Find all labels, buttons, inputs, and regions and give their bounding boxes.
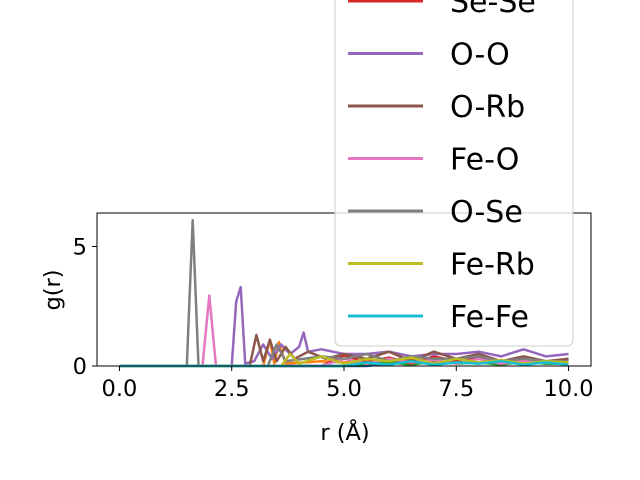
legend-label: O-O [450,38,510,73]
y-tick-label: 0 [73,354,87,380]
legend-label: Fe-Rb [450,248,535,283]
legend-label: Fe-O [450,143,519,178]
legend-label: O-Se [450,195,523,230]
x-tick-label: 0.0 [102,376,138,402]
x-tick-label: 7.5 [438,376,474,402]
x-tick-label: 5.0 [326,376,362,402]
legend-label: Fe-Fe [450,300,529,335]
series-line-fe-fe [119,359,569,368]
legend: Se-Se O-O O-Rb Fe-O O-Se Fe-Rb Fe-Fe [334,0,574,347]
y-tick-label: 5 [73,234,87,260]
legend-box [334,0,574,347]
series-lines [119,218,569,368]
y-axis: 05 [73,234,97,380]
y-axis-label: g(r) [40,269,66,310]
x-tick-label: 10.0 [543,376,593,402]
legend-label: O-Rb [450,90,525,125]
x-axis: 0.0 2.5 5.0 7.5 10.0 [102,366,594,402]
x-axis-label: r (Å) [320,418,369,446]
legend-label: Se-Se [450,0,536,20]
x-tick-label: 2.5 [214,376,250,402]
